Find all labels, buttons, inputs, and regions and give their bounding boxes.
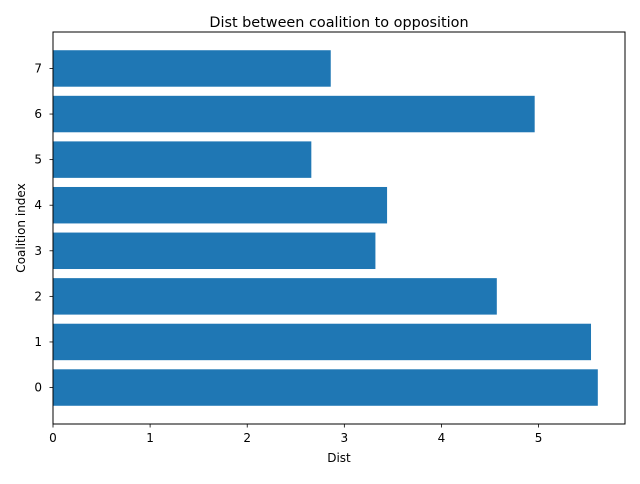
y-tick-label-2: 2 — [34, 289, 42, 303]
bar-1 — [53, 323, 592, 361]
x-axis-label: Dist — [327, 451, 351, 465]
x-tick-label-4: 4 — [438, 431, 446, 445]
bar-4 — [53, 186, 388, 224]
plot-frame — [52, 31, 626, 425]
y-tick-label-5: 5 — [34, 153, 42, 167]
y-tick-label-4: 4 — [34, 198, 42, 212]
y-tick-label-7: 7 — [34, 61, 42, 75]
x-tick-label-3: 3 — [341, 431, 349, 445]
x-tick-label-0: 0 — [49, 431, 57, 445]
y-tick-label-3: 3 — [34, 244, 42, 258]
chart-title: Dist between coalition to opposition — [209, 15, 468, 31]
y-tick-label-6: 6 — [34, 107, 42, 121]
bar-2 — [53, 278, 497, 315]
bar-6 — [53, 95, 535, 133]
y-axis: 0 1 2 3 4 5 6 7 — [34, 61, 53, 395]
y-tick-label-0: 0 — [34, 381, 42, 395]
bar-3 — [53, 232, 376, 270]
bar-7 — [53, 50, 331, 87]
x-tick-label-1: 1 — [146, 431, 154, 445]
bars-group — [53, 50, 598, 406]
bar-5 — [53, 141, 312, 178]
y-tick-label-1: 1 — [34, 335, 42, 349]
x-tick-label-5: 5 — [535, 431, 543, 445]
x-axis: 0 1 2 3 4 5 — [49, 424, 542, 445]
x-tick-label-2: 2 — [243, 431, 251, 445]
y-axis-label: Coalition index — [14, 183, 28, 272]
bar-0 — [53, 369, 598, 406]
